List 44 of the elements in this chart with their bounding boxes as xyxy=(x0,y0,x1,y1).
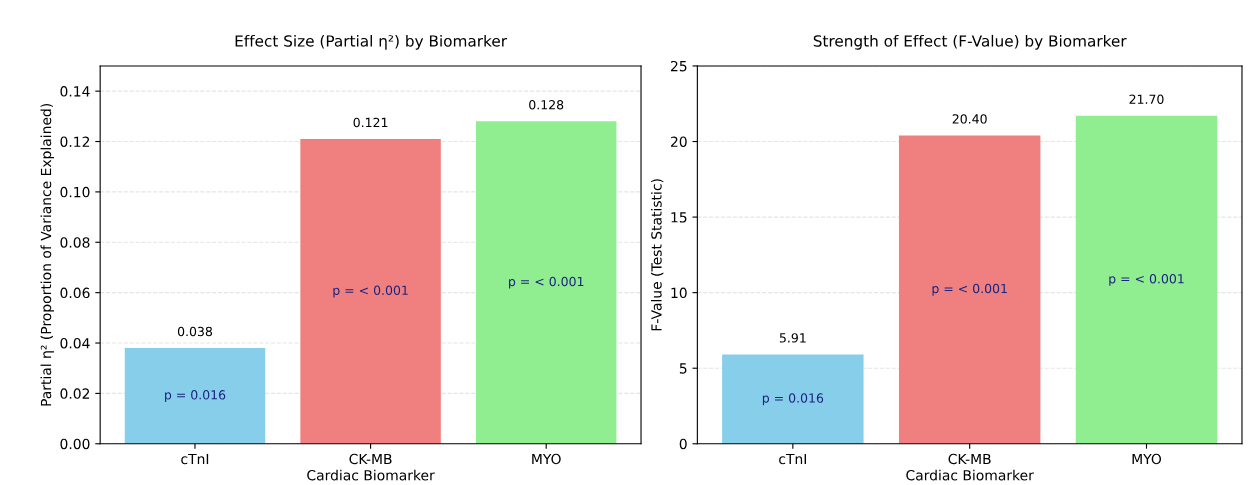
y-tick-label: 0.04 xyxy=(60,337,90,349)
annotation: p = < 0.001 xyxy=(509,276,584,289)
annotation: p = < 0.001 xyxy=(1109,273,1184,286)
bar xyxy=(722,354,864,444)
data-label: 0.128 xyxy=(529,100,564,110)
y-tick-label: 20 xyxy=(670,136,687,147)
bar xyxy=(124,348,266,444)
y-tick-label: 0.08 xyxy=(60,237,90,248)
y-tick-label: 0 xyxy=(679,438,687,450)
annotation: p = < 0.001 xyxy=(932,283,1007,296)
data-label: 0.038 xyxy=(177,326,213,337)
x-tick-label: MYO xyxy=(1132,453,1162,465)
chart-title: Effect Size (Partial η²) by Biomarker xyxy=(235,34,508,50)
y-tick-label: 0.10 xyxy=(60,186,90,198)
annotation: p = 0.016 xyxy=(762,393,824,406)
x-tick-label: CK-MB xyxy=(349,453,392,465)
y-tick-label: 0.14 xyxy=(60,86,90,97)
y-tick-label: 0.02 xyxy=(60,388,90,399)
bar xyxy=(898,135,1041,444)
data-label: 5.91 xyxy=(779,333,806,343)
data-label: 0.121 xyxy=(353,117,388,128)
x-tick-label: CK-MB xyxy=(948,453,991,465)
annotation: p = < 0.001 xyxy=(333,285,408,298)
y-tick-label: 0.12 xyxy=(60,136,90,147)
y-axis-title: F-Value (Test Statistic) xyxy=(650,179,664,331)
y-tick-label: 10 xyxy=(671,287,687,299)
x-axis-title: Cardiac Biomarker xyxy=(307,469,435,481)
chart-title: Strength of Effect (F-Value) by Biomarker xyxy=(813,34,1127,50)
bar xyxy=(300,139,441,444)
y-axis-title: Partial η² (Proportion of Variance Explained) xyxy=(40,103,54,406)
y-tick-label: 0.06 xyxy=(60,287,90,299)
y-tick-label: 0.00 xyxy=(60,438,90,450)
x-tick-label: cTnI xyxy=(779,453,806,465)
x-axis-title: Cardiac Biomarker xyxy=(906,469,1034,481)
bar xyxy=(1075,115,1218,444)
bar xyxy=(475,121,617,444)
x-tick-label: cTnI xyxy=(181,453,209,465)
data-label: 21.70 xyxy=(1129,94,1164,104)
x-tick-label: MYO xyxy=(532,453,561,465)
y-tick-label: 15 xyxy=(671,212,687,223)
y-tick-label: 5 xyxy=(679,363,687,374)
data-label: 20.40 xyxy=(952,114,987,124)
annotation: p = 0.016 xyxy=(165,390,226,402)
y-tick-label: 25 xyxy=(670,60,687,72)
